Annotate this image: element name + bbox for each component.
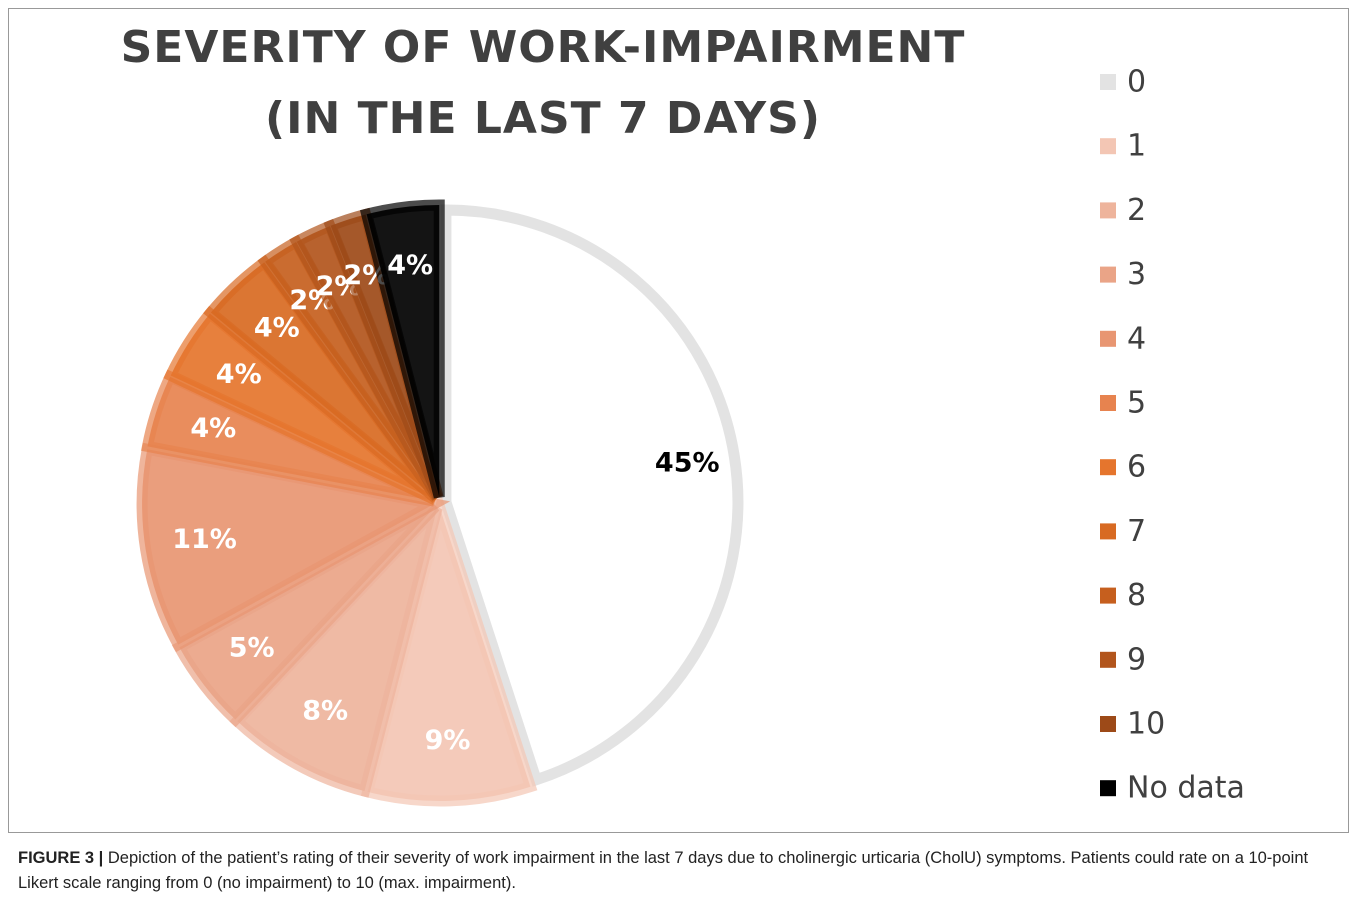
chart: SEVERITY OF WORK-IMPAIRMENT (IN THE LAST…	[121, 22, 1245, 807]
legend-swatch	[1100, 523, 1116, 540]
slice-label: 11%	[172, 524, 237, 555]
legend-swatch	[1100, 780, 1116, 797]
legend-label: 6	[1127, 450, 1146, 485]
pie-slice	[136, 442, 451, 653]
pie-slice	[229, 504, 443, 798]
legend-swatch	[1100, 266, 1116, 283]
legend-label: 5	[1127, 386, 1146, 421]
legend-label: 2	[1127, 193, 1146, 228]
legend-swatch	[1100, 74, 1116, 90]
pie-slice	[440, 204, 744, 787]
slice-label: 8%	[302, 695, 348, 726]
chart-title: SEVERITY OF WORK-IMPAIRMENT	[121, 22, 966, 73]
legend-label: No data	[1127, 771, 1245, 806]
legend-label: 1	[1127, 129, 1146, 164]
legend-swatch	[1100, 330, 1116, 347]
caption-label: FIGURE 3 |	[18, 849, 104, 867]
legend-label: 9	[1127, 642, 1146, 677]
slice-label: 45%	[655, 447, 720, 478]
legend-swatch	[1100, 651, 1116, 668]
legend-swatch	[1100, 202, 1116, 219]
caption: FIGURE 3 | Depiction of the patient’s ra…	[18, 846, 1338, 896]
legend-label: 10	[1127, 707, 1165, 742]
slice-label: 4%	[216, 359, 262, 390]
legend-swatch	[1100, 459, 1116, 476]
legend-label: 0	[1127, 65, 1146, 100]
legend-swatch	[1100, 395, 1116, 411]
chart-title: (IN THE LAST 7 DAYS)	[265, 93, 821, 144]
slice-label: 4%	[254, 313, 300, 344]
legend-swatch	[1100, 716, 1116, 732]
figure-frame	[8, 8, 1349, 833]
pie-slice	[360, 489, 538, 807]
legend-swatch	[1100, 138, 1116, 155]
slice-label: 4%	[387, 250, 433, 281]
pie-slice	[359, 199, 445, 499]
legend-label: 8	[1127, 578, 1146, 613]
slice-label: 5%	[229, 633, 275, 664]
legend-swatch	[1100, 587, 1116, 604]
legend-label: 4	[1127, 321, 1146, 356]
slice-label: 4%	[190, 413, 236, 444]
caption-text: Depiction of the patient’s rating of the…	[18, 849, 1309, 892]
slice-label: 9%	[425, 725, 471, 756]
legend-label: 3	[1127, 257, 1146, 292]
legend-label: 7	[1127, 514, 1146, 549]
